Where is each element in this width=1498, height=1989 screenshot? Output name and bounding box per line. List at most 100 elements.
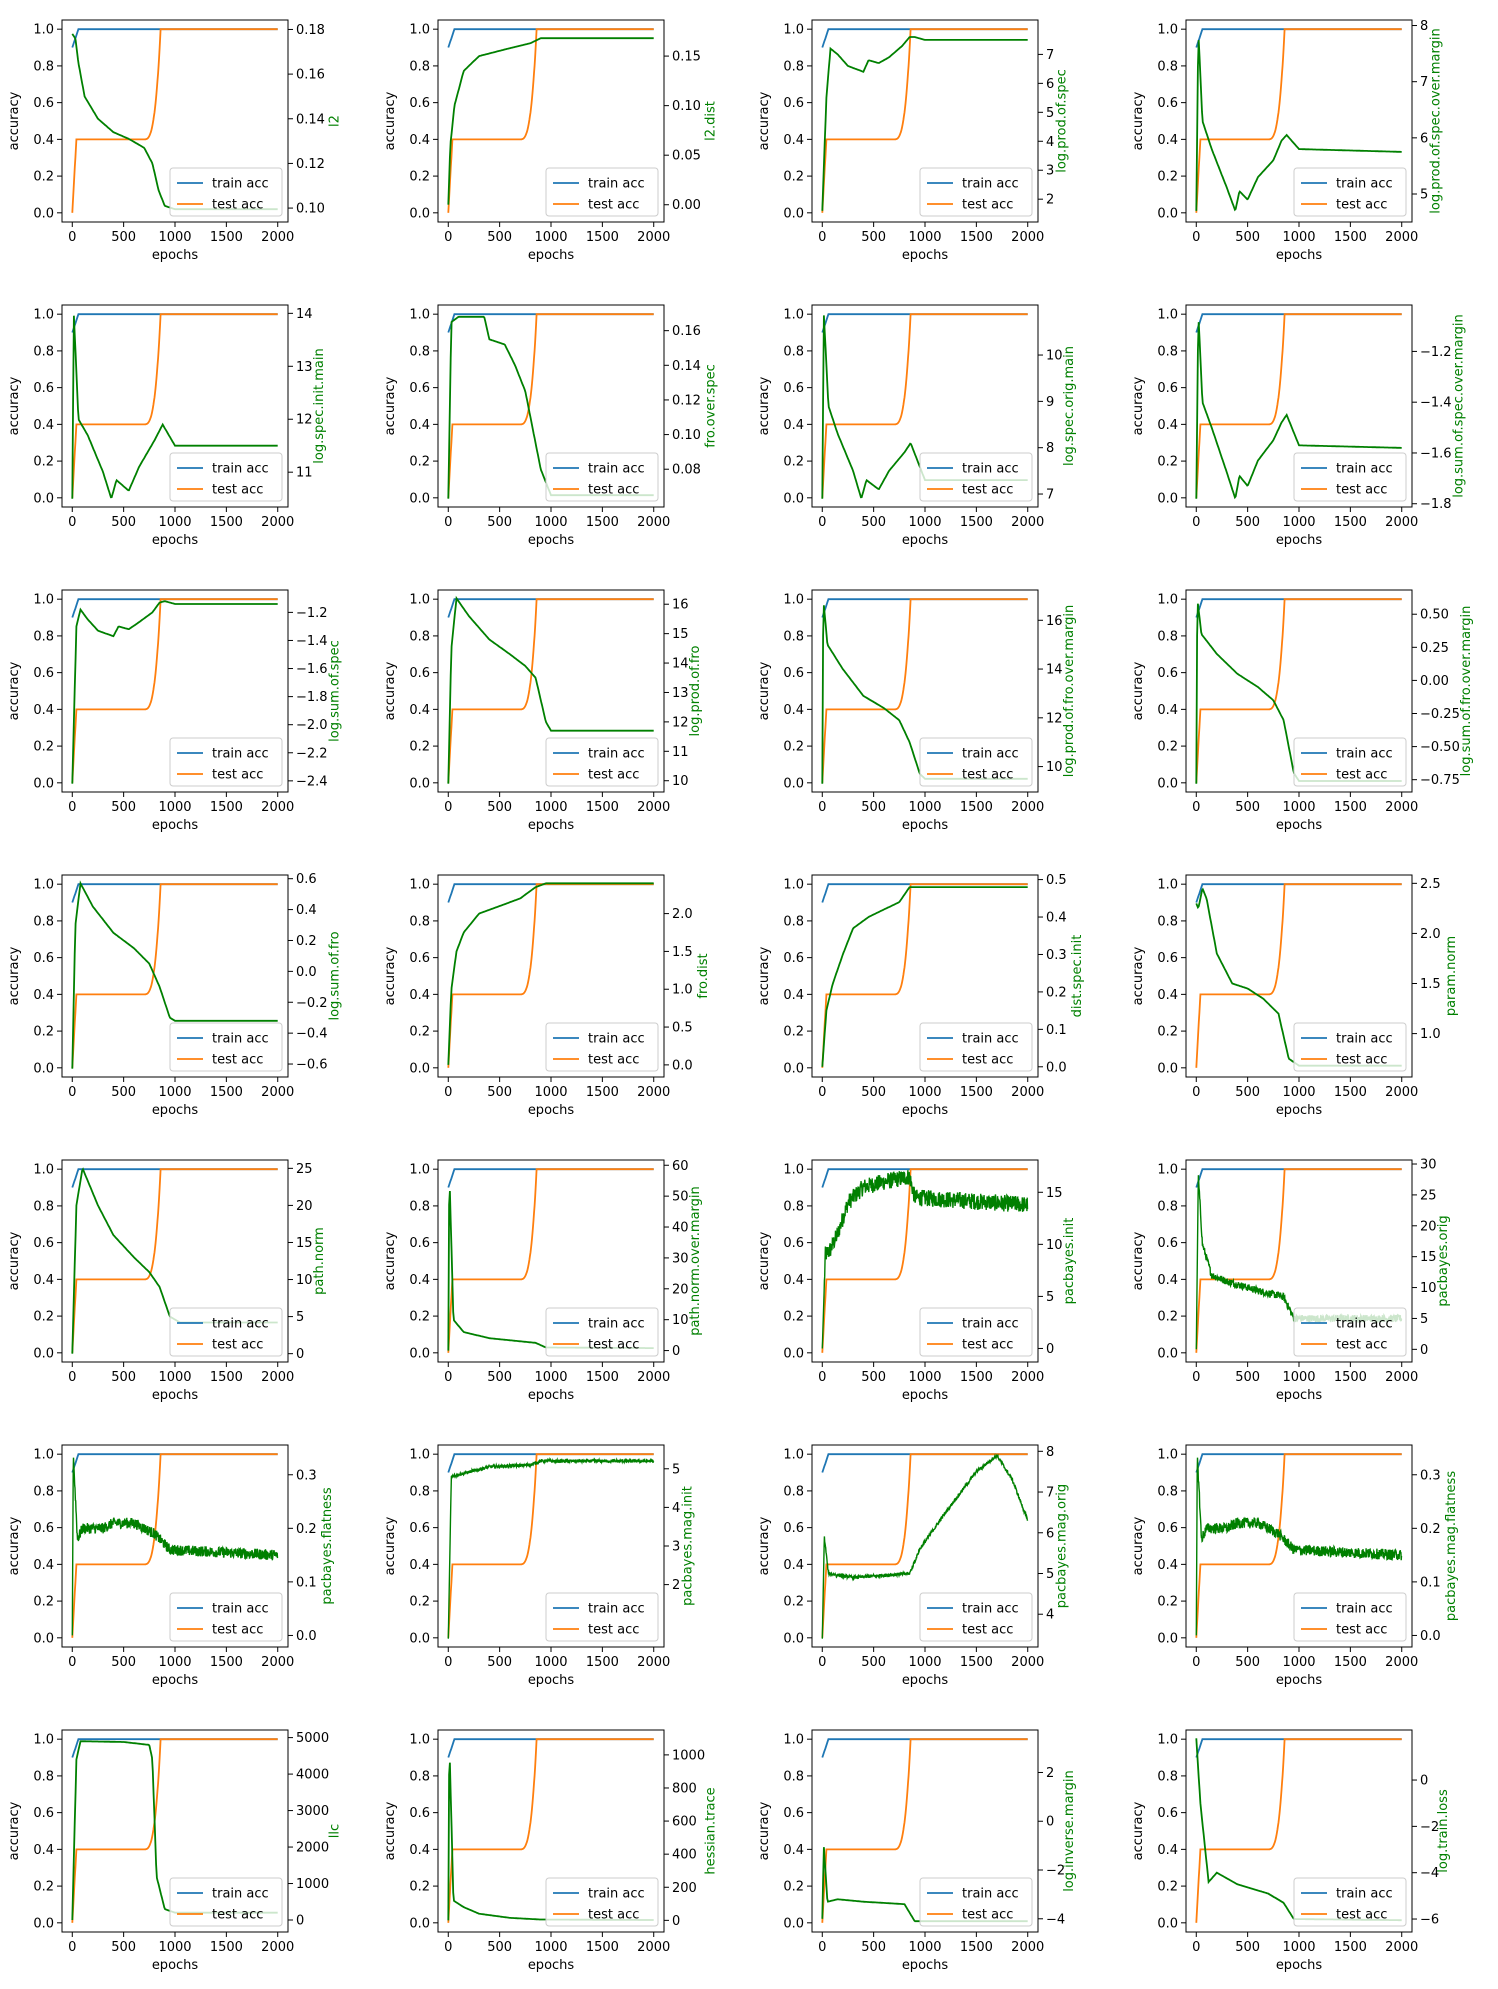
x-tick-label: 1000 [1282,1370,1315,1385]
metric-line [821,1453,1029,1639]
x-tick-label: 0 [1192,515,1200,530]
right-axis-label: log.sum.of.fro.over.margin [1459,606,1474,777]
legend-entry: test acc [212,768,263,783]
left-tick-label: 0.6 [409,666,430,681]
left-tick-label: 0.0 [1157,1916,1178,1931]
left-axis-label: accuracy [757,661,772,720]
left-tick-label: 0.6 [783,1236,804,1251]
test-acc-line [71,1453,278,1638]
legend-entry: test acc [962,768,1013,783]
left-tick-label: 1.0 [1157,308,1178,323]
right-axis-label: l2 [327,115,342,127]
train-acc-line [1195,313,1402,333]
right-tick-label: 9 [1046,395,1054,410]
train-acc-line [821,28,1028,48]
x-tick-label: 2000 [1385,1370,1418,1385]
right-tick-label: 5 [1420,1312,1428,1327]
x-tick-label: 500 [487,515,512,530]
left-tick-label: 0.6 [33,951,54,966]
subplot-l2: 0 500 1000 1500 2000 epochs 0.0 0.2 0.4 0.6 0.8 1.0… [7,19,342,263]
legend-entry: test acc [962,198,1013,213]
subplot-log.sum.of.fro.over.margin: 0 500 1000 1500 2000 epochs 0.0 0.2 0.4 0.6 0.8 1.0… [1131,589,1474,833]
left-axis-label: accuracy [383,376,398,435]
left-tick-label: 0.2 [1157,170,1178,185]
left-tick-label: 0.0 [33,1631,54,1646]
right-tick-label: 6 [1420,131,1428,146]
right-axis-label: pacbayes.init [1062,1218,1077,1305]
right-tick-label: 2 [1046,1766,1054,1781]
right-tick-label: 20 [296,1199,313,1214]
left-tick-label: 0.0 [783,491,804,506]
x-tick-label: 1500 [210,515,243,530]
right-axis-label: dist.spec.init [1070,935,1085,1018]
x-tick-label: 0 [1192,800,1200,815]
legend-entry: train acc [962,1887,1019,1902]
x-tick-label: 500 [111,800,136,815]
left-tick-label: 0.4 [33,988,54,1003]
right-tick-label: 0.10 [296,202,325,217]
right-tick-label: −2.0 [296,718,328,733]
subplot-pacbayes.flatness: 0 500 1000 1500 2000 epochs 0.0 0.2 0.4 0.6 0.8 1.0… [7,1444,335,1688]
right-axis-label: log.spec.orig.main [1062,346,1077,466]
right-axis-label: log.sum.of.spec [327,640,342,742]
test-acc-line [821,1738,1028,1923]
right-tick-label: 0.00 [1420,674,1449,689]
test-acc-line [821,883,1028,1068]
left-tick-label: 0.4 [1157,1273,1178,1288]
left-tick-label: 0.6 [33,381,54,396]
test-acc-line [1195,1738,1402,1923]
left-tick-label: 1.0 [1157,1448,1178,1463]
right-tick-label: 12 [672,715,689,730]
left-tick-label: 0.4 [1157,133,1178,148]
right-tick-label: 0.2 [296,934,317,949]
left-tick-label: 0.6 [1157,1236,1178,1251]
left-tick-label: 0.0 [1157,1631,1178,1646]
left-tick-label: 0.6 [409,1521,430,1536]
right-tick-label: 25 [1420,1188,1437,1203]
left-axis-label: accuracy [383,946,398,1005]
test-acc-line [71,883,278,1068]
train-acc-line [821,1168,1028,1188]
train-acc-line [71,28,278,48]
x-tick-label: 1500 [1334,515,1367,530]
right-tick-label: 1000 [672,1748,705,1763]
left-axis-label: accuracy [757,376,772,435]
left-axis-label: accuracy [7,661,22,720]
legend: train acc test acc [545,1307,659,1357]
left-tick-label: 0.2 [33,1880,54,1895]
x-tick-label: 2000 [261,515,294,530]
x-tick-label: 0 [68,1940,76,1955]
right-tick-label: 0.3 [1420,1468,1441,1483]
train-acc-line [447,1738,654,1758]
legend: train acc test acc [169,1022,283,1072]
right-tick-label: 0.0 [296,965,317,980]
x-tick-label: 1500 [1334,1370,1367,1385]
train-acc-line [447,1168,654,1188]
x-tick-label: 500 [487,1370,512,1385]
train-acc-line [1195,28,1402,48]
legend-entry: train acc [1336,1887,1393,1902]
right-tick-label: 1.0 [1420,1027,1441,1042]
right-tick-label: 0.5 [1046,873,1067,888]
x-axis-label: epochs [152,533,199,548]
right-tick-label: 25 [296,1162,313,1177]
x-tick-label: 500 [861,1940,886,1955]
right-tick-label: 0 [672,1344,680,1359]
right-axis-label: param.norm [1444,936,1459,1016]
x-tick-label: 1500 [1334,1655,1367,1670]
left-tick-label: 0.6 [783,96,804,111]
right-tick-label: 0.0 [672,1058,693,1073]
test-acc-line [821,28,1028,213]
x-tick-label: 2000 [1011,230,1044,245]
test-acc-line [447,1168,654,1353]
left-tick-label: 0.4 [409,988,430,1003]
left-axis-label: accuracy [7,1516,22,1575]
legend-entry: train acc [212,177,269,192]
right-tick-label: 0.16 [672,324,701,339]
left-tick-label: 0.8 [783,914,804,929]
left-tick-label: 0.4 [409,1558,430,1573]
x-tick-label: 0 [444,1370,452,1385]
right-tick-label: 12 [296,413,313,428]
subplot-pacbayes.orig: 0 500 1000 1500 2000 epochs 0.0 0.2 0.4 0.6 0.8 1.0… [1131,1158,1451,1403]
legend: train acc test acc [919,1022,1033,1072]
